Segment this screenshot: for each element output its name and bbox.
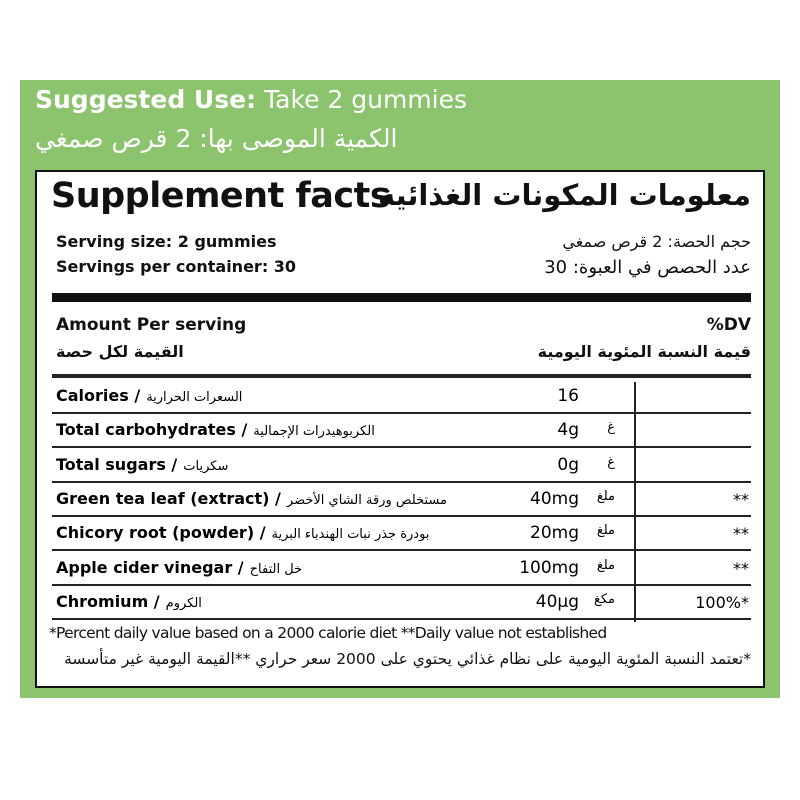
nutrient-row: Apple cider vinegar / خل التفاح 100mg ملغ…	[52, 551, 751, 585]
nutrient-amount: 0g	[557, 454, 579, 475]
nutrient-dv: **	[733, 524, 749, 544]
nutrient-amount: 20mg	[530, 523, 579, 544]
nutrient-name-en: Total sugars /	[56, 454, 178, 474]
row-divider	[52, 514, 751, 517]
suggested-use-en: Suggested Use: Take 2 gummies	[35, 85, 467, 114]
header-divider	[52, 374, 751, 378]
nutrient-row: Green tea leaf (extract) / مستخلص ورقة ال…	[52, 482, 751, 516]
nutrient-name-en: Total carbohydrates /	[56, 420, 248, 440]
nutrient-name-en: Green tea leaf (extract) /	[56, 488, 281, 508]
row-divider	[52, 480, 751, 483]
nutrient-unit-ar: غ	[607, 454, 615, 470]
nutrient-dv: 100%*	[695, 592, 749, 612]
nutrient-name: Apple cider vinegar / خل التفاح	[56, 558, 302, 577]
nutrient-dv: **	[733, 489, 749, 509]
nutrient-name-en: Apple cider vinegar /	[56, 557, 244, 577]
row-divider	[52, 549, 751, 552]
row-divider	[52, 446, 751, 449]
nutrient-name-ar: مستخلص ورقة الشاي الأخضر	[286, 492, 447, 508]
serving-size-en: Serving size: 2 gummies	[56, 232, 277, 251]
nutrient-amount: 16	[557, 386, 579, 406]
title-en: Supplement facts	[51, 176, 391, 216]
nutrient-name-en: Chicory root (powder) /	[56, 523, 266, 543]
nutrient-name: Chicory root (powder) / بودرة جذر نبات ال…	[56, 523, 429, 542]
nutrient-name-ar: سكريات	[183, 458, 229, 474]
nutrient-name-en: Chromium /	[56, 591, 160, 611]
nutrient-name-ar: الكربوهيدرات الإجمالية	[253, 424, 375, 440]
nutrient-name: Total sugars / سكريات	[56, 455, 228, 474]
amount-per-serving-en: Amount Per serving	[56, 315, 247, 335]
nutrient-name-ar: الكروم	[165, 595, 202, 611]
nutrient-amount: 100mg	[519, 557, 579, 578]
nutrient-row: Total sugars / سكريات 0g غ	[52, 448, 751, 482]
suggested-use-ar: الكمية الموصى بها: 2 قرص صمغي	[35, 124, 398, 153]
amount-per-serving-ar: القيمة لكل حصة	[56, 342, 184, 361]
supplement-facts-box: Supplement facts معلومات المكونات الغذائ…	[35, 170, 765, 688]
row-divider	[52, 412, 751, 414]
nutrient-dv: **	[733, 558, 749, 578]
nutrient-row: Chicory root (powder) / بودرة جذر نبات ال…	[52, 516, 751, 550]
dv-column-divider	[634, 382, 636, 622]
nutrient-unit-ar: مكغ	[593, 591, 615, 607]
nutrient-amount: 40mg	[530, 488, 579, 509]
nutrient-name: Total carbohydrates / الكربوهيدرات الإجما…	[56, 420, 375, 439]
row-divider	[52, 617, 751, 620]
nutrient-name: Green tea leaf (extract) / مستخلص ورقة ال…	[56, 489, 447, 508]
nutrient-unit-ar: ملغ	[596, 523, 615, 539]
nutrient-unit-ar: ملغ	[596, 488, 615, 504]
suggested-use-label: Suggested Use:	[35, 85, 257, 114]
dv-header-en: %DV	[706, 315, 751, 335]
title-ar: معلومات المكونات الغذائية	[378, 178, 751, 212]
nutrient-row: Calories / السعرات الحرارية 16	[52, 379, 751, 413]
row-divider	[52, 583, 751, 586]
nutrient-row: Total carbohydrates / الكربوهيدرات الإجما…	[52, 413, 751, 447]
nutrient-unit-ar: ملغ	[596, 557, 615, 573]
nutrient-name-ar: بودرة جذر نبات الهندباء البرية	[271, 527, 430, 543]
footnote-en: *Percent daily value based on a 2000 cal…	[49, 624, 607, 642]
nutrient-unit-ar: غ	[607, 420, 615, 436]
servings-per-container-ar: عدد الحصص في العبوة: 30	[544, 257, 751, 278]
nutrient-amount: 40µg	[535, 591, 579, 612]
nutrient-name-en: Calories /	[56, 386, 141, 405]
suggested-use-value: Take 2 gummies	[264, 85, 468, 114]
servings-per-container-en: Servings per container: 30	[56, 257, 297, 276]
nutrient-name-ar: السعرات الحرارية	[146, 390, 243, 405]
nutrient-row: Chromium / الكروم 40µg مكغ 100%*	[52, 585, 751, 619]
dv-header-ar: قيمة النسبة المئوية اليومية	[537, 342, 751, 361]
nutrient-name-ar: خل التفاح	[249, 561, 303, 577]
nutrient-name: Chromium / الكروم	[56, 592, 202, 611]
footnote-ar: *تعتمد النسبة المئوية اليومية على نظام غ…	[64, 650, 751, 668]
nutrient-amount: 4g	[557, 420, 579, 441]
thick-divider	[52, 293, 751, 302]
serving-size-ar: حجم الحصة: 2 قرص صمغي	[562, 232, 751, 251]
nutrient-name: Calories / السعرات الحرارية	[56, 386, 242, 405]
